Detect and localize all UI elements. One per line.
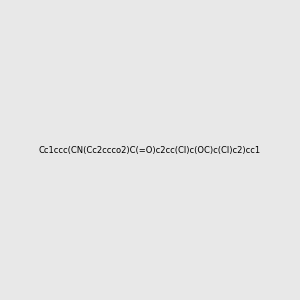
Text: Cc1ccc(CN(Cc2ccco2)C(=O)c2cc(Cl)c(OC)c(Cl)c2)cc1: Cc1ccc(CN(Cc2ccco2)C(=O)c2cc(Cl)c(OC)c(C… xyxy=(39,146,261,154)
